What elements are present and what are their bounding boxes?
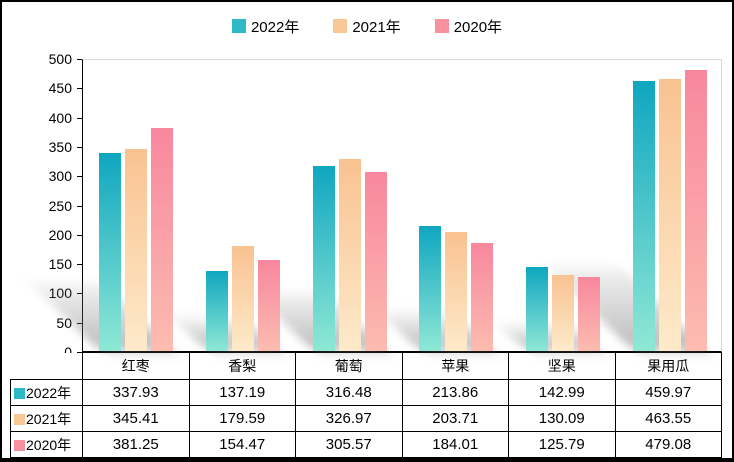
table-value-cell: 154.47 [188, 431, 296, 458]
bar [419, 225, 442, 351]
bar-group [174, 60, 297, 351]
table-header-cell: 红枣 [82, 352, 190, 380]
bar [577, 277, 600, 351]
y-axis-label: 450 [48, 80, 72, 97]
table-value-cell: 459.97 [614, 379, 722, 406]
y-axis-label: 500 [48, 51, 72, 67]
bar [312, 165, 335, 351]
legend-item: 2021年 [333, 16, 401, 37]
table-header-cell: 果用瓜 [614, 352, 722, 380]
legend-swatch-icon [231, 19, 246, 33]
table-row-label: 2022年 [10, 379, 83, 406]
bar-group [548, 60, 723, 351]
bar [205, 270, 228, 351]
bar [231, 245, 254, 351]
legend-label: 2021年 [352, 18, 401, 36]
bar [257, 260, 280, 351]
series-swatch-icon [14, 439, 25, 451]
y-axis-label: 250 [48, 197, 72, 214]
y-axis-tick [77, 234, 82, 236]
legend-label: 2022年 [250, 18, 300, 36]
table-value-cell: 142.99 [508, 379, 616, 406]
table-value-cell: 305.57 [295, 431, 403, 458]
plot-area [32, 59, 723, 352]
table-value-cell: 179.59 [188, 405, 296, 432]
table-value-cell: 184.01 [401, 431, 509, 458]
legend-label: 2020年 [453, 18, 503, 36]
legend-swatch-icon [434, 19, 449, 33]
y-axis-tick [77, 146, 82, 148]
legend-swatch-icon [333, 19, 348, 33]
table-row: 2020年 381.25 154.47 305.57 184.01 125.79 479.0… [10, 431, 722, 458]
table-value-cell: 337.93 [82, 379, 190, 406]
table-value-cell: 137.19 [188, 379, 296, 406]
data-table: 红枣 香梨 葡萄 苹果 坚果 果用瓜 2022年 337.93 137.19 316.48 213.… [10, 352, 722, 458]
bar [151, 127, 174, 351]
bar [658, 79, 681, 351]
bar [125, 148, 148, 351]
y-axis-tick [77, 176, 82, 178]
table-value-cell: 130.09 [508, 405, 616, 432]
bar [471, 243, 494, 351]
table-value-cell: 326.97 [295, 405, 403, 432]
legend-item: 2020年 [434, 16, 503, 37]
table-corner-cell [10, 352, 83, 380]
y-axis-tick [77, 352, 82, 353]
y-axis-tick [77, 59, 82, 60]
table-value-cell: 316.48 [295, 379, 403, 406]
bar [99, 152, 122, 351]
y-axis-label: 350 [48, 138, 72, 155]
y-axis-label: 50 [56, 314, 72, 331]
table-value-cell: 203.71 [401, 405, 509, 432]
bar-group [500, 60, 617, 351]
table-value-cell: 345.41 [82, 405, 190, 432]
table-header-cell: 苹果 [401, 352, 509, 380]
table-value-cell: 381.25 [82, 431, 190, 458]
y-axis-label: 0 [2, 344, 72, 360]
bar [551, 274, 574, 351]
y-axis-label: 150 [48, 256, 72, 273]
bar [445, 231, 468, 351]
y-axis-tick [77, 264, 82, 266]
y-axis-tick [77, 205, 82, 207]
y-axis-tick [77, 88, 82, 90]
legend: 2022年 2021年 2020年 [2, 14, 732, 38]
series-swatch-icon [14, 387, 25, 399]
table-value-cell: 479.08 [614, 431, 722, 458]
table-row-label: 2021年 [10, 405, 83, 432]
y-axis-label: 400 [48, 109, 72, 126]
table-header-cell: 坚果 [508, 352, 616, 380]
bar-group [255, 60, 403, 351]
bar-group [381, 60, 510, 351]
table-row-label: 2020年 [10, 431, 83, 458]
bar [525, 267, 548, 351]
series-swatch-icon [14, 413, 25, 425]
bar [632, 81, 655, 351]
y-axis-label: 300 [48, 168, 72, 185]
bar-group [32, 60, 190, 351]
table-header-cell: 香梨 [188, 352, 296, 380]
table-value-cell: 213.86 [401, 379, 509, 406]
table-row: 2021年 345.41 179.59 326.97 203.71 130.09 463.5… [10, 405, 722, 432]
table-value-cell: 463.55 [614, 405, 722, 432]
table-header-cell: 葡萄 [295, 352, 403, 380]
y-axis-label: 200 [48, 226, 72, 243]
table-row: 2022年 337.93 137.19 316.48 213.86 142.99 459.9… [10, 379, 722, 406]
bar [364, 171, 387, 351]
legend-item: 2022年 [231, 16, 300, 37]
y-axis-tick [77, 117, 82, 119]
bar [684, 70, 707, 351]
table-value-cell: 125.79 [508, 431, 616, 458]
bar [338, 159, 361, 351]
